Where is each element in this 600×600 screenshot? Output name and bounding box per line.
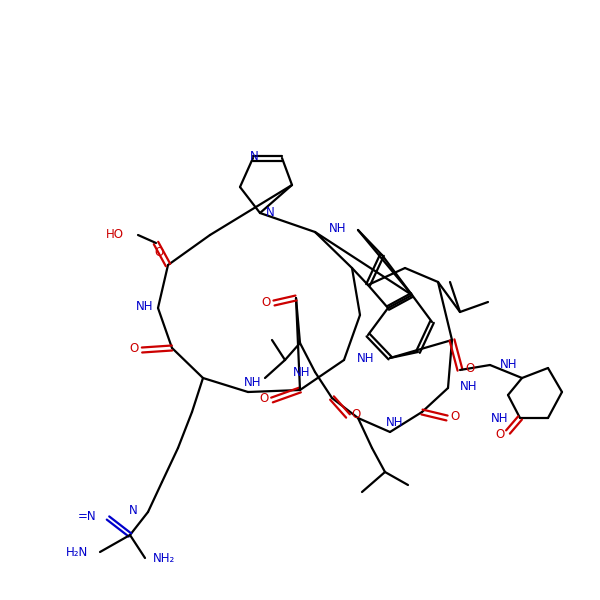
Text: NH: NH (500, 358, 517, 370)
Text: O: O (259, 392, 269, 406)
Text: NH: NH (386, 415, 404, 428)
Text: O: O (352, 409, 361, 421)
Text: NH: NH (293, 367, 310, 379)
Text: O: O (496, 427, 505, 440)
Text: NH₂: NH₂ (153, 553, 175, 565)
Text: O: O (451, 410, 460, 424)
Text: NH: NH (329, 223, 346, 235)
Text: NH: NH (136, 301, 153, 313)
Text: H₂N: H₂N (66, 547, 88, 559)
Text: O: O (262, 295, 271, 308)
Text: NH: NH (491, 413, 508, 425)
Text: N: N (129, 505, 138, 517)
Text: NH: NH (357, 352, 374, 365)
Text: O: O (154, 247, 164, 259)
Text: =N: =N (77, 511, 96, 523)
Text: N: N (266, 205, 274, 218)
Text: NH: NH (244, 376, 262, 389)
Text: O: O (130, 343, 139, 355)
Text: NH: NH (460, 380, 478, 394)
Text: HO: HO (106, 229, 124, 241)
Text: O: O (466, 362, 475, 376)
Text: N: N (250, 151, 259, 163)
